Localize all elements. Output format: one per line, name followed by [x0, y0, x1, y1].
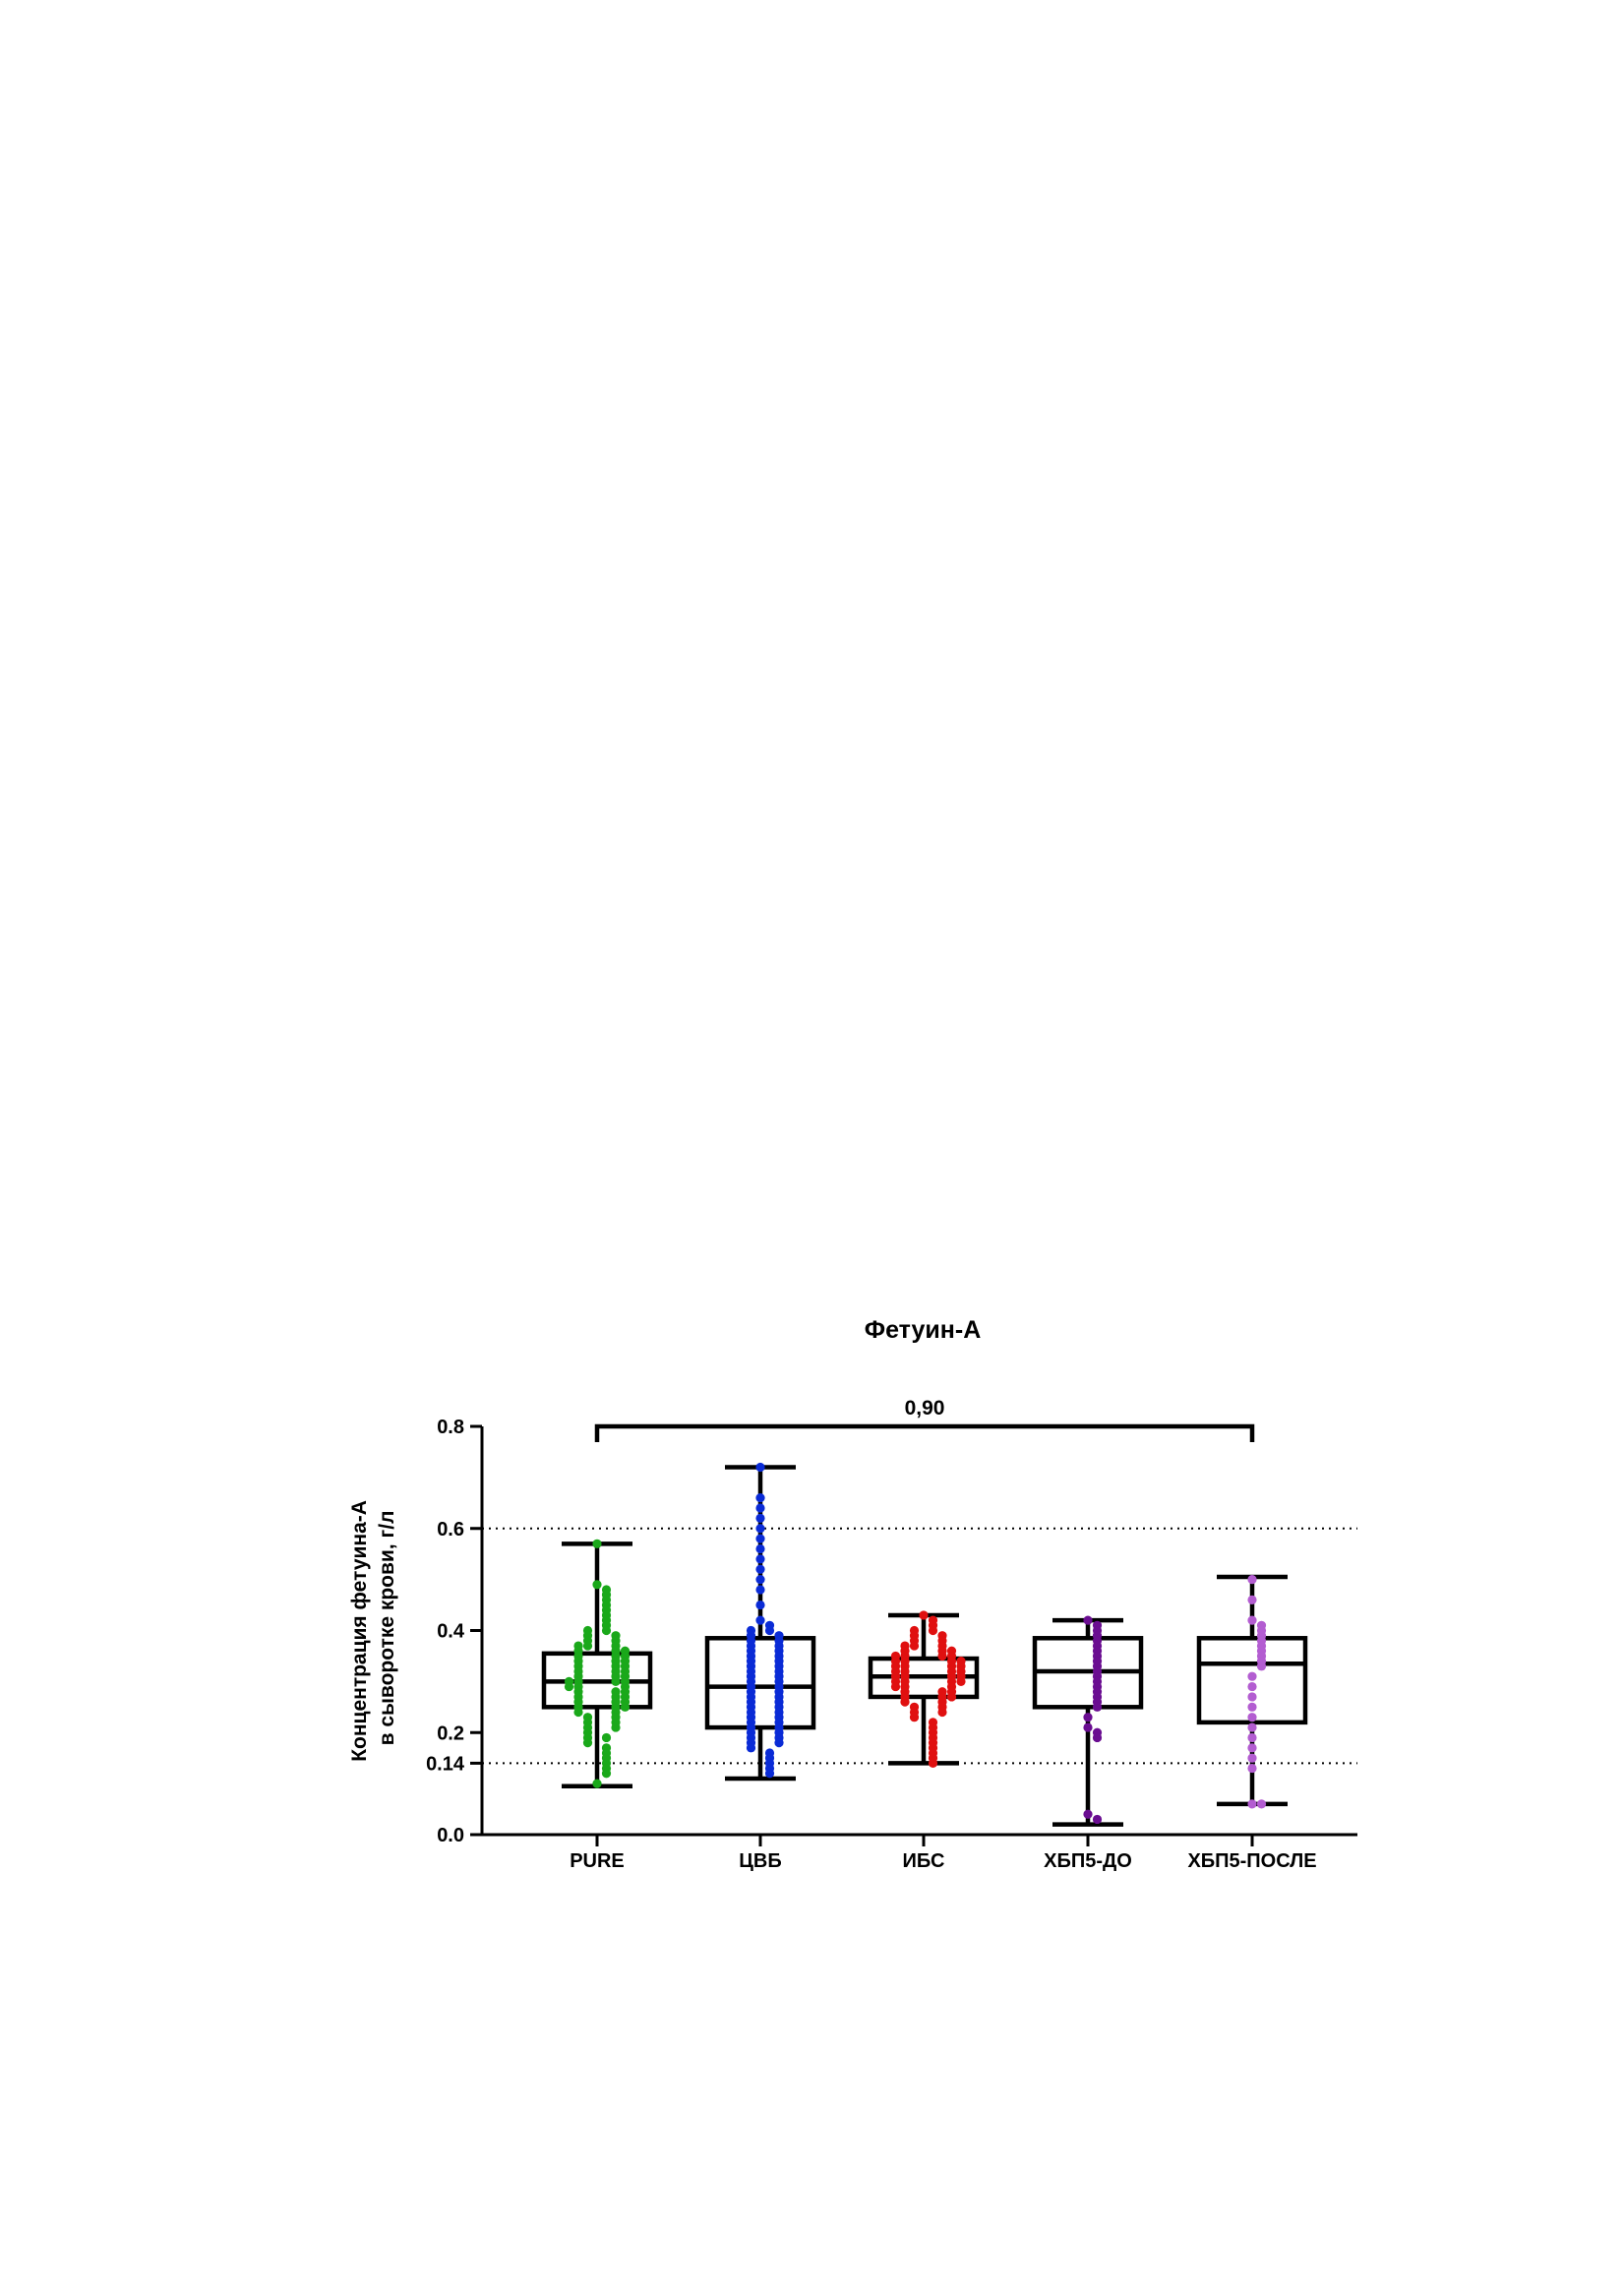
data-point — [1256, 1662, 1267, 1671]
data-point — [1083, 1615, 1093, 1625]
data-point — [611, 1722, 621, 1732]
data-point — [774, 1738, 784, 1748]
data-point — [755, 1524, 765, 1534]
data-point — [601, 1732, 612, 1743]
data-point — [564, 1681, 574, 1692]
box-4 — [1032, 1617, 1144, 1827]
data-point — [1256, 1799, 1267, 1809]
chart-title: Фетуин-А — [865, 1316, 982, 1344]
data-point — [1247, 1575, 1257, 1585]
data-point — [919, 1610, 929, 1620]
data-point — [764, 1625, 775, 1636]
x-tick-label: PURE — [570, 1850, 625, 1872]
data-point — [1247, 1799, 1257, 1809]
data-point — [1247, 1722, 1257, 1732]
data-point — [928, 1758, 938, 1768]
box-iqr — [1196, 1636, 1308, 1725]
data-point — [1092, 1702, 1103, 1712]
data-point — [1247, 1753, 1257, 1763]
points-5 — [1247, 1575, 1267, 1809]
data-point — [592, 1779, 602, 1788]
data-point — [1247, 1763, 1257, 1774]
data-point — [1083, 1713, 1093, 1722]
y-axis-label-line-1: Концентрация фетуина-А — [348, 1500, 371, 1762]
data-point — [900, 1697, 910, 1707]
y-tick-label: 0.6 — [437, 1519, 464, 1541]
comparison-bracket-line — [594, 1423, 1255, 1442]
points-4 — [1083, 1615, 1103, 1825]
data-points — [564, 1462, 1267, 1825]
y-tick-label: 0.2 — [437, 1722, 464, 1744]
box-iqr — [704, 1636, 816, 1730]
x-tick-label: ЦВБ — [739, 1850, 781, 1872]
points-3 — [890, 1610, 966, 1768]
box-3 — [868, 1612, 980, 1766]
data-point — [755, 1554, 765, 1564]
y-tick-label: 0.8 — [437, 1417, 464, 1438]
box-2 — [704, 1465, 816, 1782]
points-2 — [746, 1462, 784, 1779]
data-point — [1247, 1681, 1257, 1692]
data-point — [755, 1615, 765, 1625]
data-point — [1247, 1732, 1257, 1743]
y-tick-label: 0.4 — [437, 1621, 465, 1643]
data-point — [755, 1503, 765, 1513]
data-point — [1247, 1692, 1257, 1702]
comparison-bracket: 0,90 — [594, 1397, 1255, 1442]
data-point — [755, 1585, 765, 1595]
data-point — [611, 1676, 621, 1686]
data-point — [890, 1681, 901, 1692]
data-point — [755, 1564, 765, 1574]
axes: 0.0 0.14 0.2 0.4 0.6 0.8 PURE ЦВБ ИБС ХБП5-ДО ХБП5… — [426, 1417, 1357, 1872]
data-point — [1092, 1732, 1103, 1743]
data-point — [937, 1707, 947, 1718]
data-point — [1247, 1743, 1257, 1753]
data-point — [582, 1738, 593, 1748]
y-axis-label-line-2: в сыворотке крови, г/л — [376, 1511, 398, 1746]
data-point — [1247, 1671, 1257, 1681]
data-point — [755, 1543, 765, 1554]
y-tick-label: 0.0 — [437, 1825, 464, 1846]
data-point — [620, 1702, 631, 1712]
y-axis-label: Концентрация фетуина-А в сыворотке крови… — [348, 1494, 398, 1762]
data-point — [946, 1692, 957, 1702]
data-point — [582, 1641, 593, 1651]
data-point — [573, 1707, 583, 1718]
x-tick-label: ИБС — [903, 1850, 945, 1872]
data-point — [909, 1641, 920, 1651]
data-point — [1083, 1722, 1093, 1732]
points-1 — [564, 1539, 631, 1788]
data-point — [601, 1769, 612, 1779]
y-tick-label: 0.14 — [426, 1753, 465, 1775]
data-point — [755, 1513, 765, 1523]
data-point — [755, 1600, 765, 1610]
data-point — [764, 1769, 775, 1779]
data-point — [755, 1534, 765, 1543]
data-point — [1083, 1809, 1093, 1819]
data-point — [755, 1462, 765, 1473]
data-point — [601, 1625, 612, 1636]
data-point — [1247, 1713, 1257, 1722]
data-point — [1092, 1814, 1103, 1825]
data-point — [746, 1743, 756, 1753]
data-point — [755, 1575, 765, 1585]
data-point — [937, 1651, 947, 1662]
data-point — [1247, 1615, 1257, 1625]
data-point — [1247, 1702, 1257, 1712]
data-point — [592, 1580, 602, 1590]
data-point — [928, 1625, 938, 1636]
comparison-label: 0,90 — [905, 1397, 945, 1420]
data-point — [1247, 1595, 1257, 1604]
x-tick-label: ХБП5-ПОСЛЕ — [1187, 1850, 1316, 1872]
data-point — [592, 1539, 602, 1548]
data-point — [956, 1676, 966, 1686]
reference-lines — [482, 1527, 1357, 1765]
x-tick-label: ХБП5-ДО — [1044, 1850, 1132, 1872]
data-point — [755, 1493, 765, 1503]
box-plots — [541, 1465, 1308, 1827]
data-point — [909, 1713, 920, 1722]
